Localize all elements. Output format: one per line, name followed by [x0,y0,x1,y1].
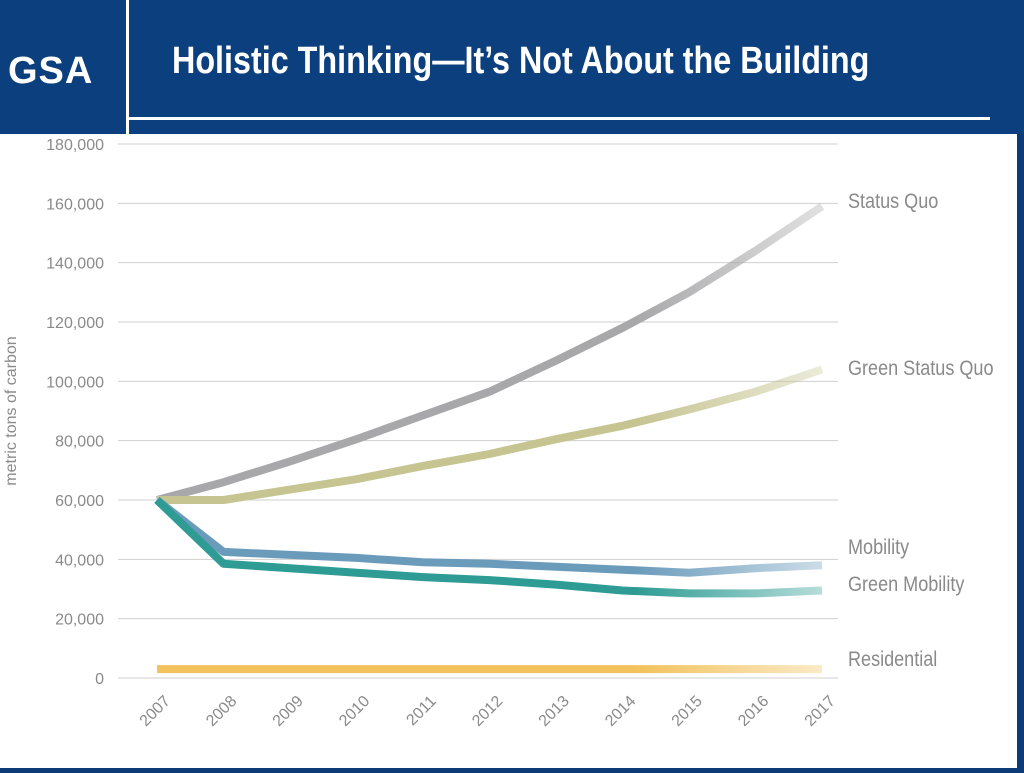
legend-label: Green Status Quo [848,357,994,381]
y-tick-label: 100,000 [46,374,104,391]
x-tick-label: 2014 [602,693,639,730]
header-horizontal-divider [128,117,990,120]
y-tick-label: 40,000 [55,552,104,569]
slide-title: Holistic Thinking—It’s Not About the Bui… [172,40,870,82]
x-tick-label: 2015 [669,693,706,730]
logo-text: GSA [8,50,94,92]
x-tick-label: 2012 [469,693,506,730]
series-line-mobility [154,496,823,577]
y-tick-label: 180,000 [46,137,104,154]
x-tick-label: 2010 [336,693,373,730]
chart-panel: 0 20,000 40,000 60,000 80,000 100,000 120,000 1… [0,134,1017,768]
y-tick-label: 0 [95,671,104,688]
series-line-green-status-quo [157,365,824,504]
legend-label: Status Quo [848,190,938,214]
x-tick-label: 2013 [536,693,573,730]
x-tick-label: 2011 [403,693,439,729]
y-tick-label: 60,000 [55,493,104,510]
series-line-status-quo [155,202,825,504]
y-tick-label: 80,000 [55,434,104,451]
slide-header: GSA Holistic Thinking—It’s Not About the… [0,0,1024,134]
legend-label: Green Mobility [848,573,965,597]
x-tick-label: 2008 [203,693,240,730]
y-axis-label: metric tons of carbon [3,336,20,485]
gsa-logo: GSA [8,50,118,100]
legend-label: Mobility [848,536,909,560]
line-chart: 0 20,000 40,000 60,000 80,000 100,000 120,000 1… [3,137,994,730]
series-line-green-mobility [154,497,823,598]
header-vertical-divider [126,0,129,134]
y-tick-label: 120,000 [46,315,104,332]
legend-label: Residential [848,648,937,672]
x-tick-label: 2017 [802,693,839,730]
x-tick-label: 2009 [270,693,307,730]
y-tick-label: 140,000 [46,256,104,273]
x-tick-label: 2016 [735,693,772,730]
y-tick-label: 160,000 [46,196,104,213]
y-tick-label: 20,000 [55,612,104,629]
x-tick-label: 2007 [137,693,174,730]
